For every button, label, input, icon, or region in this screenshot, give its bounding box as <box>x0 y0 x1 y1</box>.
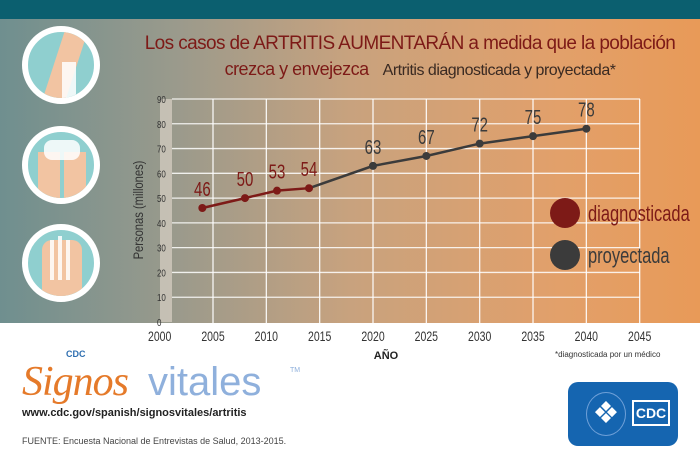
data-label: 78 <box>578 99 595 122</box>
x-axis-label: AÑO <box>374 349 399 362</box>
y-axis-label: Personas (millones) <box>131 161 146 260</box>
data-point <box>198 204 207 213</box>
x-tick-label: 2025 <box>415 329 438 345</box>
hhs-eagle-icon: ❖ <box>586 392 626 436</box>
x-tick-label: 2015 <box>308 329 331 345</box>
data-label: 72 <box>471 113 488 136</box>
y-tick-label: 50 <box>157 193 166 204</box>
y-tick-label: 90 <box>157 94 166 105</box>
subtitle: Artritis diagnosticada y proyectada* <box>382 62 616 79</box>
y-tick-label: 10 <box>157 292 166 303</box>
title-line-2: crezca y envejezca Artritis diagnosticada… <box>150 58 690 82</box>
x-tick-label: 2045 <box>628 329 651 345</box>
logo-cdc: CDC <box>66 349 86 359</box>
title-text: Los casos de ARTRITIS AUMENTARÁN a medid… <box>144 33 676 54</box>
source-note: FUENTE: Encuesta Nacional de Entrevistas… <box>22 436 287 446</box>
logo-signos: Signos <box>22 359 129 405</box>
data-point <box>475 139 484 148</box>
data-point <box>369 161 378 170</box>
legend-label: diagnosticada <box>588 202 690 227</box>
y-tick-label: 40 <box>157 218 166 229</box>
x-tick-label: 2040 <box>575 329 598 345</box>
legend-label: proyectada <box>588 244 670 269</box>
x-tick-label: 2020 <box>361 329 384 345</box>
knee-joint-icon <box>22 26 100 104</box>
series-line-proyectada <box>308 127 587 190</box>
title-line-1: Los casos de ARTRITIS AUMENTARÁN a medid… <box>130 33 690 55</box>
signos-vitales-logo: CDC Signos vitales TM <box>22 349 312 405</box>
data-point <box>241 194 250 203</box>
data-label: 75 <box>525 106 542 129</box>
axis-strip <box>160 99 172 322</box>
y-tick-label: 80 <box>157 119 166 130</box>
data-point <box>422 151 431 160</box>
hip-joint-icon <box>22 126 100 204</box>
cdc-logo-text: CDC <box>632 400 670 426</box>
data-point <box>273 186 282 195</box>
y-tick-label: 20 <box>157 268 166 279</box>
data-label: 67 <box>418 126 435 149</box>
x-tick-label: 2005 <box>201 329 224 345</box>
website-link[interactable]: www.cdc.gov/spanish/signosvitales/artrit… <box>22 407 247 419</box>
x-tick-label: 2010 <box>255 329 278 345</box>
data-label: 53 <box>269 161 286 184</box>
data-label: 54 <box>301 158 318 181</box>
series-line-diagnosticada <box>202 186 310 210</box>
hand-joint-icon <box>22 224 100 302</box>
footnote: *diagnosticada por un médico <box>555 350 661 359</box>
logo-tm: TM <box>290 367 301 374</box>
data-point <box>305 184 314 193</box>
legend-marker-diagnosticada <box>550 198 580 228</box>
hhs-cdc-logo: ❖ CDC <box>568 382 678 446</box>
data-point <box>529 132 538 141</box>
data-label: 46 <box>194 178 211 201</box>
top-banner <box>0 0 700 19</box>
data-label: 50 <box>237 168 254 191</box>
x-tick-label: 2000 <box>148 329 171 345</box>
y-tick-label: 60 <box>157 168 166 179</box>
y-tick-label: 0 <box>157 317 161 328</box>
data-point <box>582 124 591 133</box>
title-text-2: crezca y envejezca <box>224 59 370 79</box>
logo-vitales: vitales <box>148 360 262 404</box>
legend-marker-proyectada <box>550 240 580 270</box>
x-tick-label: 2030 <box>468 329 491 345</box>
y-tick-label: 30 <box>157 243 166 254</box>
data-label: 63 <box>365 136 382 159</box>
y-tick-label: 70 <box>157 144 166 155</box>
x-tick-label: 2035 <box>521 329 544 345</box>
